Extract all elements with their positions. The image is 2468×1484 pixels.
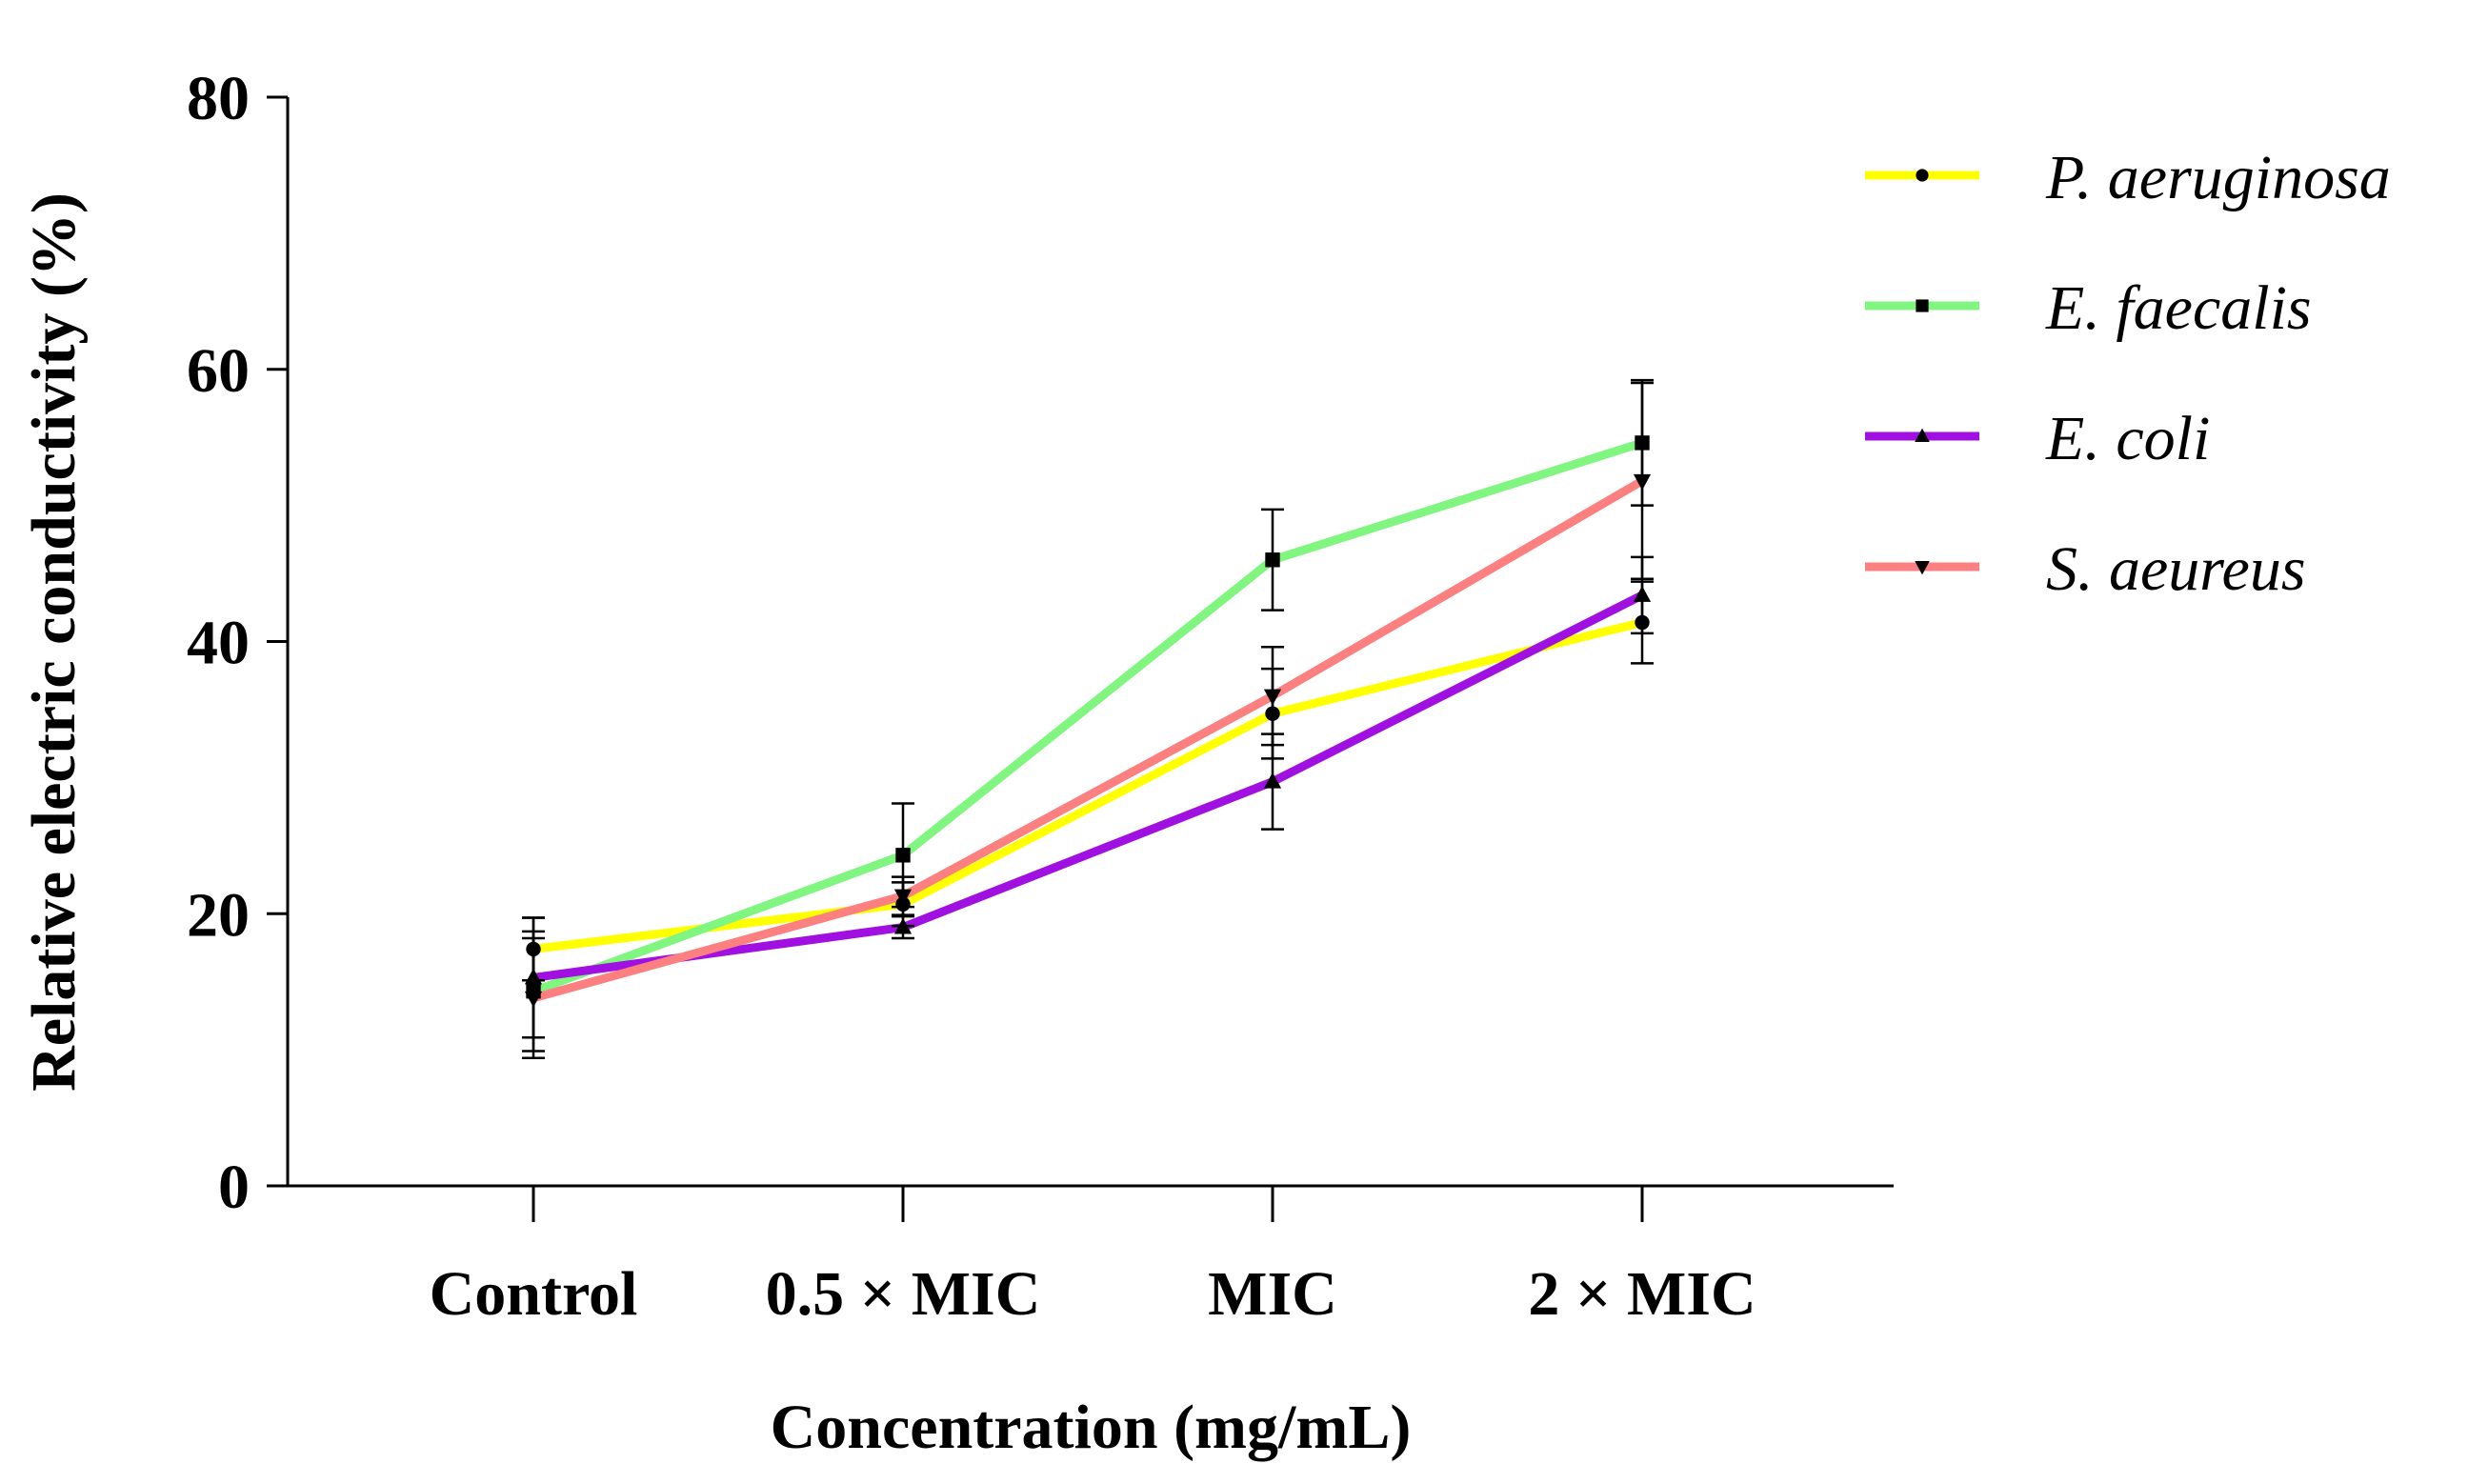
data-point-s-aeureus-1 [893,889,913,906]
axes [286,97,1894,1188]
markers [524,435,1652,1008]
x-tick-label-control: Control [430,1259,638,1329]
y-tick-label-0: 0 [218,1153,250,1222]
series-line-e-faecalis [532,438,1644,995]
legend-marker-e-coli [1915,428,1930,442]
data-point-e-coli-0 [524,968,543,985]
legend-marker-p-aeruginosa [1916,169,1929,182]
legend-item-e-coli: E. coli [1865,404,2210,473]
legend-label-s-aeureus: S. aeureus [2046,534,2306,604]
y-tick-label-80: 80 [187,64,250,133]
data-point-s-aeureus-2 [1263,689,1282,706]
legend-label-e-faecalis: E. faecalis [2045,273,2312,343]
series-lines [532,438,1645,1003]
x-tick-label-2-mic: 2 × MIC [1528,1259,1756,1329]
data-point-p-aeruginosa-0 [526,941,541,957]
x-axis-title: Concentration (mg/mL) [771,1393,1412,1462]
data-point-e-faecalis-2 [1265,552,1280,568]
data-point-e-faecalis-1 [895,848,911,863]
y-tick-label-40: 40 [187,609,250,678]
data-point-e-coli-1 [893,917,913,934]
series-line-e-coli [532,591,1645,982]
x-tick-label-0-5-mic: 0.5 × MIC [766,1259,1041,1329]
legend-item-p-aeruginosa: P. aeruginosa [1865,143,2391,212]
x-ticks: Control 0.5 × MIC MIC 2 × MIC [430,1186,1756,1329]
data-point-p-aeruginosa-3 [1635,614,1650,631]
series-line-s-aeureus [532,477,1645,1003]
x-tick-label-mic: MIC [1208,1259,1337,1329]
series-line-p-aeruginosa [532,618,1644,953]
data-point-e-coli-3 [1633,586,1652,602]
legend-label-p-aeruginosa: P. aeruginosa [2045,143,2391,212]
data-point-p-aeruginosa-2 [1265,706,1280,721]
legend-item-e-faecalis: E. faecalis [1865,273,2312,343]
legend-label-e-coli: E. coli [2045,404,2210,473]
legend-marker-s-aeureus [1915,561,1930,575]
data-point-s-aeureus-3 [1633,473,1652,491]
legend: P. aeruginosa E. faecalis E. coli S. aeureu… [1865,143,2391,604]
legend-marker-e-faecalis [1916,299,1929,312]
y-axis-title: Relative electric conductivity (%) [19,192,89,1092]
legend-item-s-aeureus: S. aeureus [1865,534,2306,604]
y-tick-label-20: 20 [187,880,250,950]
data-point-e-coli-2 [1263,772,1282,789]
y-tick-label-60: 60 [187,336,250,406]
data-point-s-aeureus-0 [524,991,543,1008]
data-point-e-faecalis-3 [1635,435,1650,451]
y-ticks: 0 20 40 60 80 [187,64,288,1222]
